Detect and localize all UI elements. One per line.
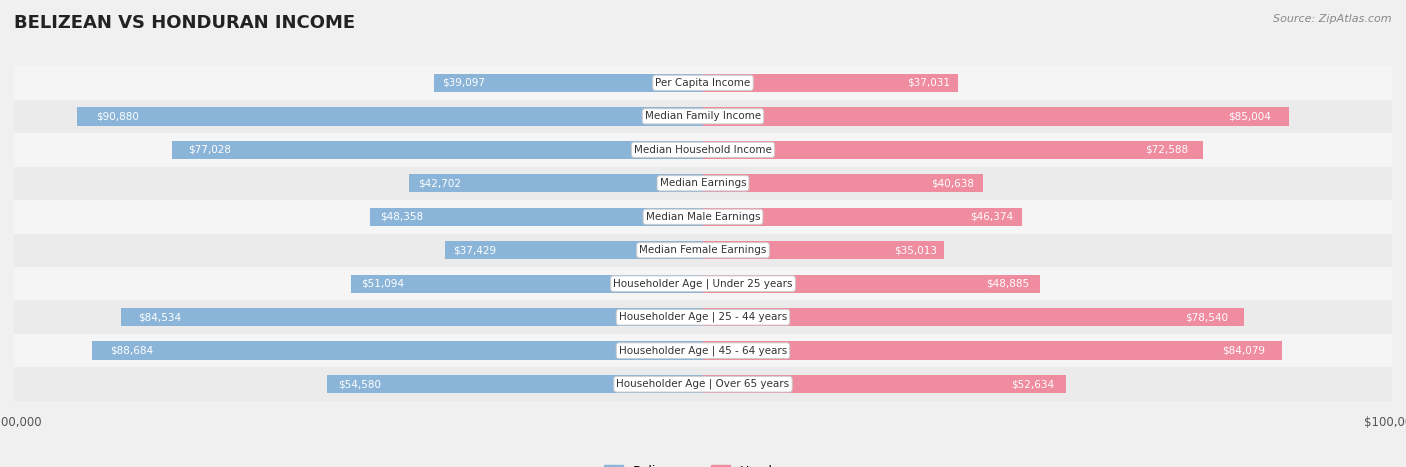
Text: $37,429: $37,429 bbox=[453, 245, 496, 255]
Text: $48,885: $48,885 bbox=[987, 279, 1029, 289]
Bar bbox=[91, 341, 703, 360]
Bar bbox=[703, 174, 983, 192]
Bar bbox=[703, 308, 1244, 326]
Text: $40,638: $40,638 bbox=[932, 178, 974, 188]
Text: $42,702: $42,702 bbox=[418, 178, 461, 188]
Text: Median Earnings: Median Earnings bbox=[659, 178, 747, 188]
Bar bbox=[14, 368, 1392, 401]
Bar bbox=[703, 207, 1022, 226]
Bar bbox=[446, 241, 703, 260]
Bar bbox=[703, 107, 1289, 126]
Bar bbox=[14, 133, 1392, 167]
Bar bbox=[370, 207, 703, 226]
Text: $72,588: $72,588 bbox=[1144, 145, 1188, 155]
Text: $39,097: $39,097 bbox=[441, 78, 485, 88]
Text: BELIZEAN VS HONDURAN INCOME: BELIZEAN VS HONDURAN INCOME bbox=[14, 14, 356, 32]
Bar bbox=[14, 200, 1392, 234]
Bar bbox=[328, 375, 703, 393]
Text: $78,540: $78,540 bbox=[1185, 312, 1227, 322]
Bar bbox=[703, 341, 1282, 360]
Text: $35,013: $35,013 bbox=[894, 245, 936, 255]
Text: Per Capita Income: Per Capita Income bbox=[655, 78, 751, 88]
Bar bbox=[703, 375, 1066, 393]
Text: $52,634: $52,634 bbox=[1011, 379, 1054, 389]
Bar bbox=[703, 241, 945, 260]
Bar bbox=[352, 275, 703, 293]
Bar bbox=[121, 308, 703, 326]
Text: $84,079: $84,079 bbox=[1222, 346, 1265, 356]
Bar bbox=[173, 141, 703, 159]
Text: $84,534: $84,534 bbox=[138, 312, 181, 322]
Text: Householder Age | Under 25 years: Householder Age | Under 25 years bbox=[613, 278, 793, 289]
Text: $90,880: $90,880 bbox=[96, 111, 139, 121]
Text: $54,580: $54,580 bbox=[339, 379, 381, 389]
Text: Median Family Income: Median Family Income bbox=[645, 111, 761, 121]
Bar bbox=[14, 66, 1392, 99]
Bar bbox=[703, 141, 1204, 159]
Bar bbox=[14, 334, 1392, 368]
Text: $37,031: $37,031 bbox=[907, 78, 950, 88]
Bar bbox=[14, 167, 1392, 200]
Bar bbox=[14, 234, 1392, 267]
Text: Median Male Earnings: Median Male Earnings bbox=[645, 212, 761, 222]
Text: $88,684: $88,684 bbox=[110, 346, 153, 356]
Text: $77,028: $77,028 bbox=[188, 145, 231, 155]
Bar bbox=[14, 300, 1392, 334]
Bar bbox=[703, 74, 957, 92]
Bar bbox=[409, 174, 703, 192]
Text: Median Household Income: Median Household Income bbox=[634, 145, 772, 155]
Bar bbox=[703, 275, 1040, 293]
Text: Householder Age | 45 - 64 years: Householder Age | 45 - 64 years bbox=[619, 346, 787, 356]
Bar bbox=[433, 74, 703, 92]
Bar bbox=[14, 267, 1392, 300]
Text: Source: ZipAtlas.com: Source: ZipAtlas.com bbox=[1274, 14, 1392, 24]
Text: $48,358: $48,358 bbox=[380, 212, 423, 222]
Text: Householder Age | Over 65 years: Householder Age | Over 65 years bbox=[616, 379, 790, 389]
Text: Median Female Earnings: Median Female Earnings bbox=[640, 245, 766, 255]
Text: Householder Age | 25 - 44 years: Householder Age | 25 - 44 years bbox=[619, 312, 787, 322]
Text: $46,374: $46,374 bbox=[970, 212, 1012, 222]
Bar bbox=[14, 99, 1392, 133]
Legend: Belizean, Honduran: Belizean, Honduran bbox=[599, 460, 807, 467]
Text: $85,004: $85,004 bbox=[1229, 111, 1271, 121]
Text: $51,094: $51,094 bbox=[361, 279, 405, 289]
Bar bbox=[77, 107, 703, 126]
